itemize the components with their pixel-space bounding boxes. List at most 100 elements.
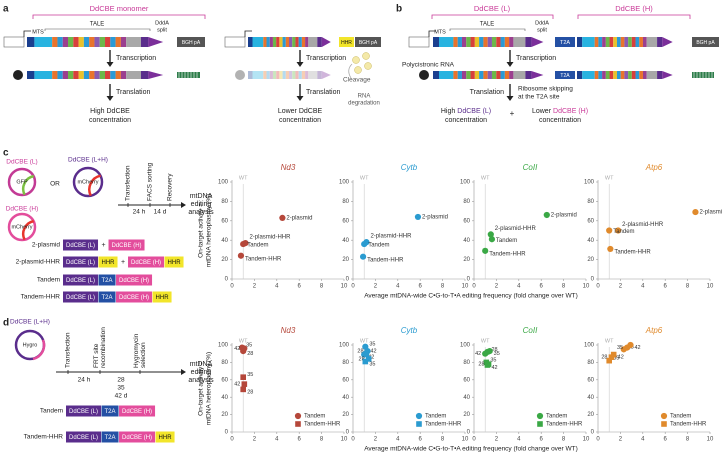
- legend-marker: [295, 421, 301, 427]
- label: 24 h: [133, 209, 146, 216]
- y-tick-label: 80: [587, 199, 594, 205]
- gene-construct: [577, 71, 673, 79]
- label: CMV: [413, 40, 426, 46]
- y-tick-label: 60: [463, 377, 470, 383]
- label: +: [510, 109, 515, 118]
- construct-segment: [453, 71, 458, 79]
- y-tick-label: 100: [339, 180, 350, 186]
- reference-label: WT: [605, 338, 614, 344]
- plasmid-marker-arc: [32, 339, 46, 361]
- rna-fragment: [352, 56, 360, 64]
- label: MTS: [32, 29, 44, 35]
- x-tick-label: 8: [562, 284, 566, 290]
- construct-box: [152, 291, 172, 303]
- label: selection: [140, 342, 147, 368]
- arrow-head: [296, 96, 304, 101]
- construct-segment: [662, 37, 673, 47]
- x-tick-label: 2: [619, 284, 623, 290]
- construct-box: [155, 431, 175, 443]
- label: DdCBE (L): [66, 295, 95, 301]
- x-tick-label: 10: [707, 437, 714, 443]
- point: [615, 227, 622, 234]
- construct-segment: [272, 37, 277, 47]
- construct-box: [128, 256, 165, 268]
- point-label: 42: [234, 346, 240, 352]
- construct-segment: [285, 71, 290, 79]
- point-label: 42: [234, 382, 240, 388]
- label: 2-plasmid: [32, 242, 61, 249]
- point: [240, 240, 247, 248]
- label: mtDNA: [190, 193, 213, 200]
- point-label: 42: [634, 345, 640, 351]
- label: BGH pA: [696, 40, 715, 46]
- x-tick-label: 2: [495, 284, 499, 290]
- y-axis-label: On-target activity =: [198, 203, 205, 258]
- construct-segment: [491, 37, 497, 47]
- label: T2A: [560, 73, 570, 79]
- point-label: 28: [357, 349, 363, 355]
- construct-segment: [531, 71, 544, 79]
- y-tick-label: 0: [225, 277, 229, 283]
- construct-segment: [94, 71, 100, 79]
- y-tick-label: 40: [342, 395, 349, 401]
- construct-box: [116, 274, 153, 286]
- construct-segment: [120, 71, 127, 79]
- chart-title: Cytb: [401, 326, 418, 335]
- panel-label: a: [3, 4, 9, 15]
- x-tick-label: 6: [298, 284, 302, 290]
- construct-segment: [457, 71, 462, 79]
- mrna-cap: [235, 70, 245, 80]
- point-label: 42: [491, 365, 497, 371]
- point: [279, 214, 286, 221]
- construct-segment: [89, 37, 95, 47]
- construct-segment: [657, 37, 663, 47]
- point: [365, 356, 372, 362]
- label: 35: [117, 385, 125, 392]
- construct-segment: [285, 37, 290, 47]
- construct-segment: [439, 71, 454, 79]
- label: Transfection: [125, 165, 132, 201]
- construct-segment: [105, 71, 111, 79]
- point: [482, 350, 489, 357]
- construct-box: [101, 405, 119, 417]
- bracket: [32, 14, 206, 19]
- construct-segment: [479, 37, 484, 47]
- y-tick-label: 20: [587, 257, 594, 263]
- point-label: 42: [370, 349, 376, 355]
- mrna-cap: [419, 70, 429, 80]
- label: DdCBE (H): [122, 435, 152, 441]
- y-tick-label: 80: [342, 199, 349, 205]
- legend-label: Tandem: [425, 414, 446, 420]
- construct-box: [555, 71, 575, 79]
- label: mCherry: [11, 224, 32, 230]
- construct-segment: [276, 71, 280, 79]
- point-label: Tandem-HHR: [614, 250, 651, 256]
- label: Polycistronic RNA: [402, 62, 455, 69]
- point: [488, 236, 496, 243]
- promoter-arrow: [244, 30, 252, 37]
- x-tick-label: 0: [596, 437, 600, 443]
- label: DdCBE (H): [119, 295, 149, 301]
- x-tick-label: 4: [641, 284, 645, 290]
- point: [486, 347, 493, 355]
- construct-segment: [252, 37, 264, 47]
- label: 24 h: [78, 377, 91, 384]
- label: DdCBE monomer: [90, 4, 149, 13]
- y-tick-label: 20: [463, 257, 470, 263]
- plasmid-marker-arc: [21, 174, 35, 196]
- y-tick-label: 40: [463, 395, 470, 401]
- construct-segment: [298, 71, 302, 79]
- plasmid: [72, 166, 104, 198]
- construct-box: [63, 239, 99, 251]
- point: [240, 347, 247, 355]
- point: [484, 362, 491, 368]
- label: T2A: [102, 295, 113, 301]
- mrna-cap: [13, 70, 23, 80]
- x-tick-label: 8: [562, 437, 566, 443]
- y-tick-label: 60: [587, 377, 594, 383]
- bracket: [577, 14, 691, 19]
- label: OR: [50, 181, 60, 188]
- construct-segment: [308, 71, 318, 79]
